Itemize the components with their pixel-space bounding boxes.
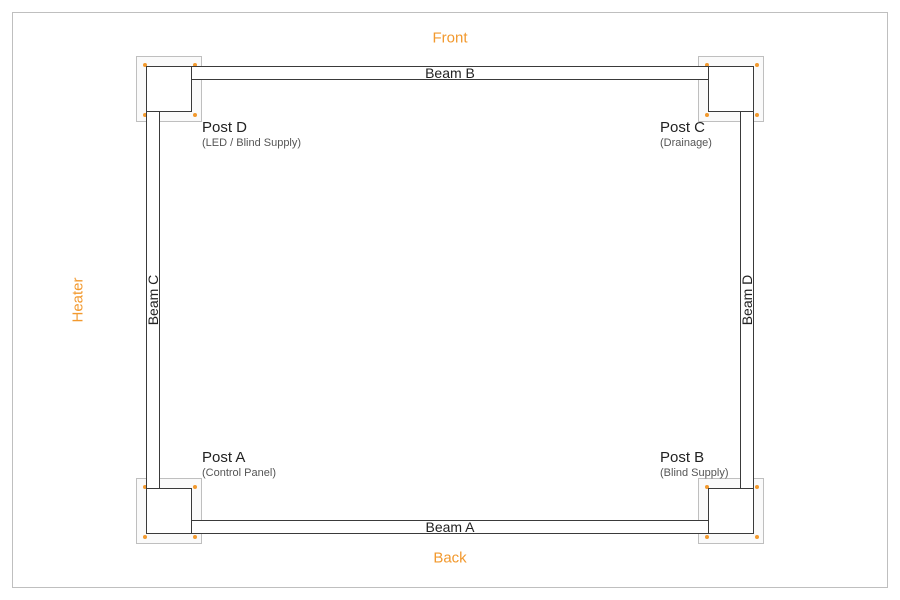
label-front: Front [432, 30, 467, 47]
label-beam-a: Beam A [425, 519, 474, 535]
bolt [755, 485, 759, 489]
post-subtitle: (Drainage) [660, 137, 712, 149]
bolt [705, 535, 709, 539]
bolt [705, 113, 709, 117]
label-back: Back [433, 550, 466, 567]
label-beam-c: Beam C [145, 275, 161, 326]
bolt [755, 535, 759, 539]
bolt [755, 63, 759, 67]
post-title: Post A [202, 450, 276, 467]
bolt [193, 485, 197, 489]
label-post-a: Post A(Control Panel) [202, 450, 276, 479]
diagram-canvas: Front Back Heater Beam B Beam A Beam C Beam D P… [0, 0, 900, 600]
post-subtitle: (Blind Supply) [660, 467, 728, 479]
bolt [755, 113, 759, 117]
post-a [146, 488, 192, 534]
post-d [146, 66, 192, 112]
post-subtitle: (Control Panel) [202, 467, 276, 479]
label-beam-d: Beam D [739, 275, 755, 326]
post-b [708, 488, 754, 534]
post-subtitle: (LED / Blind Supply) [202, 137, 301, 149]
bolt [143, 535, 147, 539]
bolt [193, 113, 197, 117]
bolt [193, 535, 197, 539]
post-title: Post D [202, 120, 301, 137]
post-title: Post C [660, 120, 712, 137]
label-post-d: Post D(LED / Blind Supply) [202, 120, 301, 149]
label-post-c: Post C(Drainage) [660, 120, 712, 149]
label-post-b: Post B(Blind Supply) [660, 450, 728, 479]
label-beam-b: Beam B [425, 65, 475, 81]
label-heater: Heater [70, 277, 87, 322]
post-c [708, 66, 754, 112]
post-title: Post B [660, 450, 728, 467]
